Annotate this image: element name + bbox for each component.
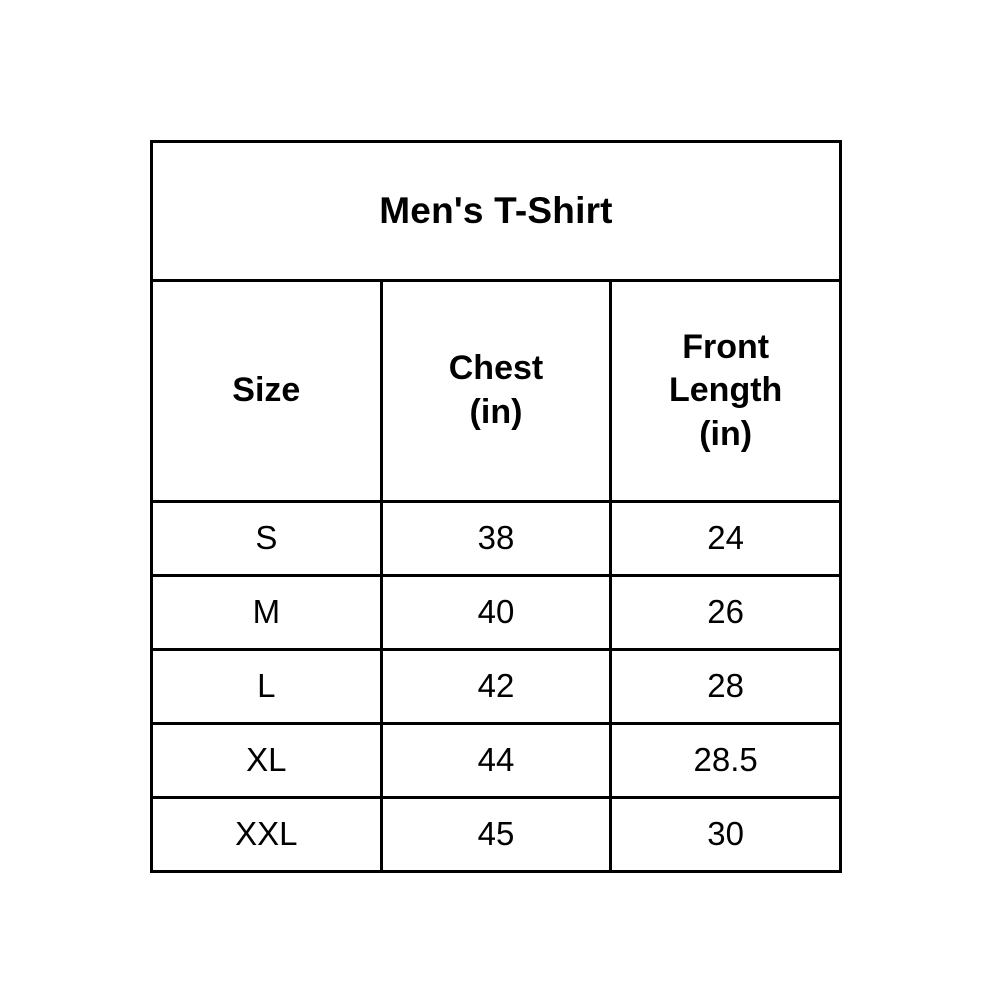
table-header-row: Size Chest (in) Front Length (in) (150, 279, 842, 503)
table-row: XL 44 28.5 (150, 722, 842, 799)
cell-size-s: S (150, 500, 383, 577)
cell-front-length-l: 28 (609, 648, 842, 725)
cell-chest-xxl: 45 (379, 796, 613, 873)
cell-front-length-m: 26 (609, 574, 842, 651)
table-row: L 42 28 (150, 648, 842, 725)
column-header-front-length-line2: Length (669, 371, 783, 410)
cell-size-l: L (150, 648, 383, 725)
column-header-front-length-line3: (in) (699, 414, 753, 453)
column-header-chest: Chest (in) (379, 279, 613, 503)
cell-front-length-xl: 28.5 (609, 722, 842, 799)
table-row: S 38 24 (150, 500, 842, 577)
cell-chest-l: 42 (379, 648, 613, 725)
cell-size-m: M (150, 574, 383, 651)
cell-size-xxl: XXL (150, 796, 383, 873)
column-header-chest-line2: (in) (469, 393, 523, 431)
column-header-front-length-line1: Front (682, 327, 770, 366)
size-chart-table: Men's T-Shirt Size Chest (in) Front Leng… (150, 140, 842, 873)
column-header-chest-line1: Chest (448, 349, 544, 388)
cell-chest-xl: 44 (379, 722, 613, 799)
cell-front-length-s: 24 (609, 500, 842, 577)
cell-size-xl: XL (150, 722, 383, 799)
cell-chest-s: 38 (379, 500, 613, 577)
table-row: XXL 45 30 (150, 796, 842, 873)
cell-chest-m: 40 (379, 574, 613, 651)
table-row: M 40 26 (150, 574, 842, 651)
table-title-row: Men's T-Shirt (150, 140, 842, 282)
size-chart-title: Men's T-Shirt (150, 140, 842, 282)
column-header-front-length: Front Length (in) (609, 279, 842, 503)
column-header-size: Size (150, 279, 383, 503)
cell-front-length-xxl: 30 (609, 796, 842, 873)
